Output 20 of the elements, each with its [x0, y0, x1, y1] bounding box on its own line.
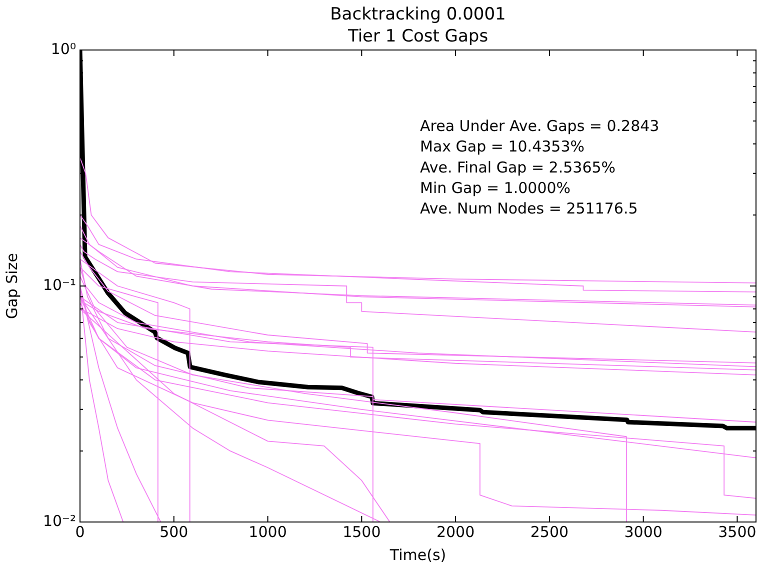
y-tick-label: 10⁻² — [42, 512, 76, 530]
annotation: Ave. Num Nodes = 251176.5 — [420, 200, 638, 218]
x-tick-label: 500 — [160, 522, 188, 541]
chart-title: Backtracking 0.0001 — [330, 4, 506, 24]
y-tick-label: 10⁰ — [50, 40, 76, 58]
x-tick-label: 1000 — [248, 522, 287, 541]
annotation: Ave. Final Gap = 2.5365% — [420, 158, 616, 176]
x-tick-label: 1500 — [342, 522, 381, 541]
x-tick-label: 3500 — [718, 522, 756, 541]
annotation: Area Under Ave. Gaps = 0.2843 — [420, 116, 660, 135]
x-tick-label: 2500 — [530, 522, 569, 541]
x-tick-label: 2000 — [436, 522, 475, 541]
y-tick-label: 10⁻¹ — [42, 276, 76, 294]
x-tick-label: 0 — [75, 522, 85, 541]
x-tick-label: 3000 — [624, 522, 662, 541]
chart-subtitle: Tier 1 Cost Gaps — [346, 26, 488, 46]
annotation: Max Gap = 10.4353% — [420, 138, 585, 156]
x-axis-title: Time(s) — [388, 546, 446, 564]
annotation: Min Gap = 1.0000% — [420, 178, 571, 197]
y-axis-title: Gap Size — [2, 253, 21, 319]
